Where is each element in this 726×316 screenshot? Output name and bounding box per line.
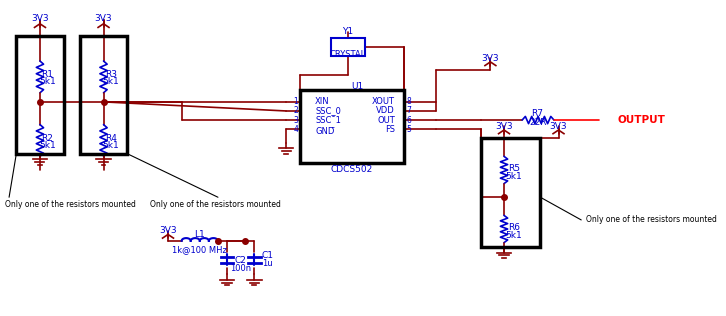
Text: R1: R1 xyxy=(41,70,53,79)
Text: 1u: 1u xyxy=(263,259,273,268)
Text: R5: R5 xyxy=(508,164,520,173)
Text: C1: C1 xyxy=(262,251,274,260)
Text: 5k1: 5k1 xyxy=(39,77,56,86)
Text: 3V3: 3V3 xyxy=(481,54,499,63)
Text: 3V3: 3V3 xyxy=(31,14,49,23)
Text: VDD: VDD xyxy=(376,106,395,115)
Bar xyxy=(481,138,540,247)
Text: Y1: Y1 xyxy=(342,27,354,36)
Text: 3V3: 3V3 xyxy=(495,122,513,131)
Bar xyxy=(17,36,64,154)
Text: GND̅: GND̅ xyxy=(315,127,335,136)
Text: 4: 4 xyxy=(293,125,298,134)
Bar xyxy=(330,38,365,57)
Text: Only one of the resistors mounted: Only one of the resistors mounted xyxy=(586,216,717,224)
Text: OUTPUT: OUTPUT xyxy=(618,115,666,125)
Text: 22R: 22R xyxy=(529,118,547,127)
Text: 3V3: 3V3 xyxy=(159,226,177,235)
Text: R7: R7 xyxy=(531,109,544,118)
Text: 3V3: 3V3 xyxy=(94,14,113,23)
Text: 100n: 100n xyxy=(230,264,251,273)
Text: R3: R3 xyxy=(105,70,117,79)
Text: 5: 5 xyxy=(407,125,411,134)
Text: R2: R2 xyxy=(41,134,53,143)
Text: 3: 3 xyxy=(293,116,298,125)
Text: 5k1: 5k1 xyxy=(505,172,523,181)
Text: 2: 2 xyxy=(294,106,298,115)
Text: Only one of the resistors mounted: Only one of the resistors mounted xyxy=(4,200,136,209)
Text: XIN: XIN xyxy=(315,97,330,106)
Text: 6: 6 xyxy=(407,116,411,125)
Text: SSC_0: SSC_0 xyxy=(315,106,341,115)
Text: R6: R6 xyxy=(508,223,520,232)
Text: CDCS502: CDCS502 xyxy=(330,166,372,174)
Text: 7: 7 xyxy=(407,106,411,115)
Text: 5k1: 5k1 xyxy=(505,231,523,240)
Text: 5k1: 5k1 xyxy=(102,77,119,86)
Text: OUT: OUT xyxy=(378,116,395,125)
Text: 5k1: 5k1 xyxy=(39,141,56,150)
Text: XOUT: XOUT xyxy=(372,97,395,106)
Text: FS: FS xyxy=(385,125,395,134)
Text: 1: 1 xyxy=(294,97,298,106)
Bar xyxy=(300,90,404,163)
Text: R4: R4 xyxy=(105,134,117,143)
Bar xyxy=(80,36,127,154)
Text: SSC¯1: SSC¯1 xyxy=(315,116,341,125)
Text: C2: C2 xyxy=(234,256,247,265)
Text: L1: L1 xyxy=(195,230,205,239)
Text: 1k@100 MHz: 1k@100 MHz xyxy=(172,246,227,254)
Text: Only one of the resistors mounted: Only one of the resistors mounted xyxy=(150,200,281,209)
Text: 3V3: 3V3 xyxy=(550,122,567,131)
Text: CRYSTAL: CRYSTAL xyxy=(330,50,366,59)
Text: 8: 8 xyxy=(407,97,411,106)
Text: U1: U1 xyxy=(351,82,364,91)
Text: 5k1: 5k1 xyxy=(102,141,119,150)
